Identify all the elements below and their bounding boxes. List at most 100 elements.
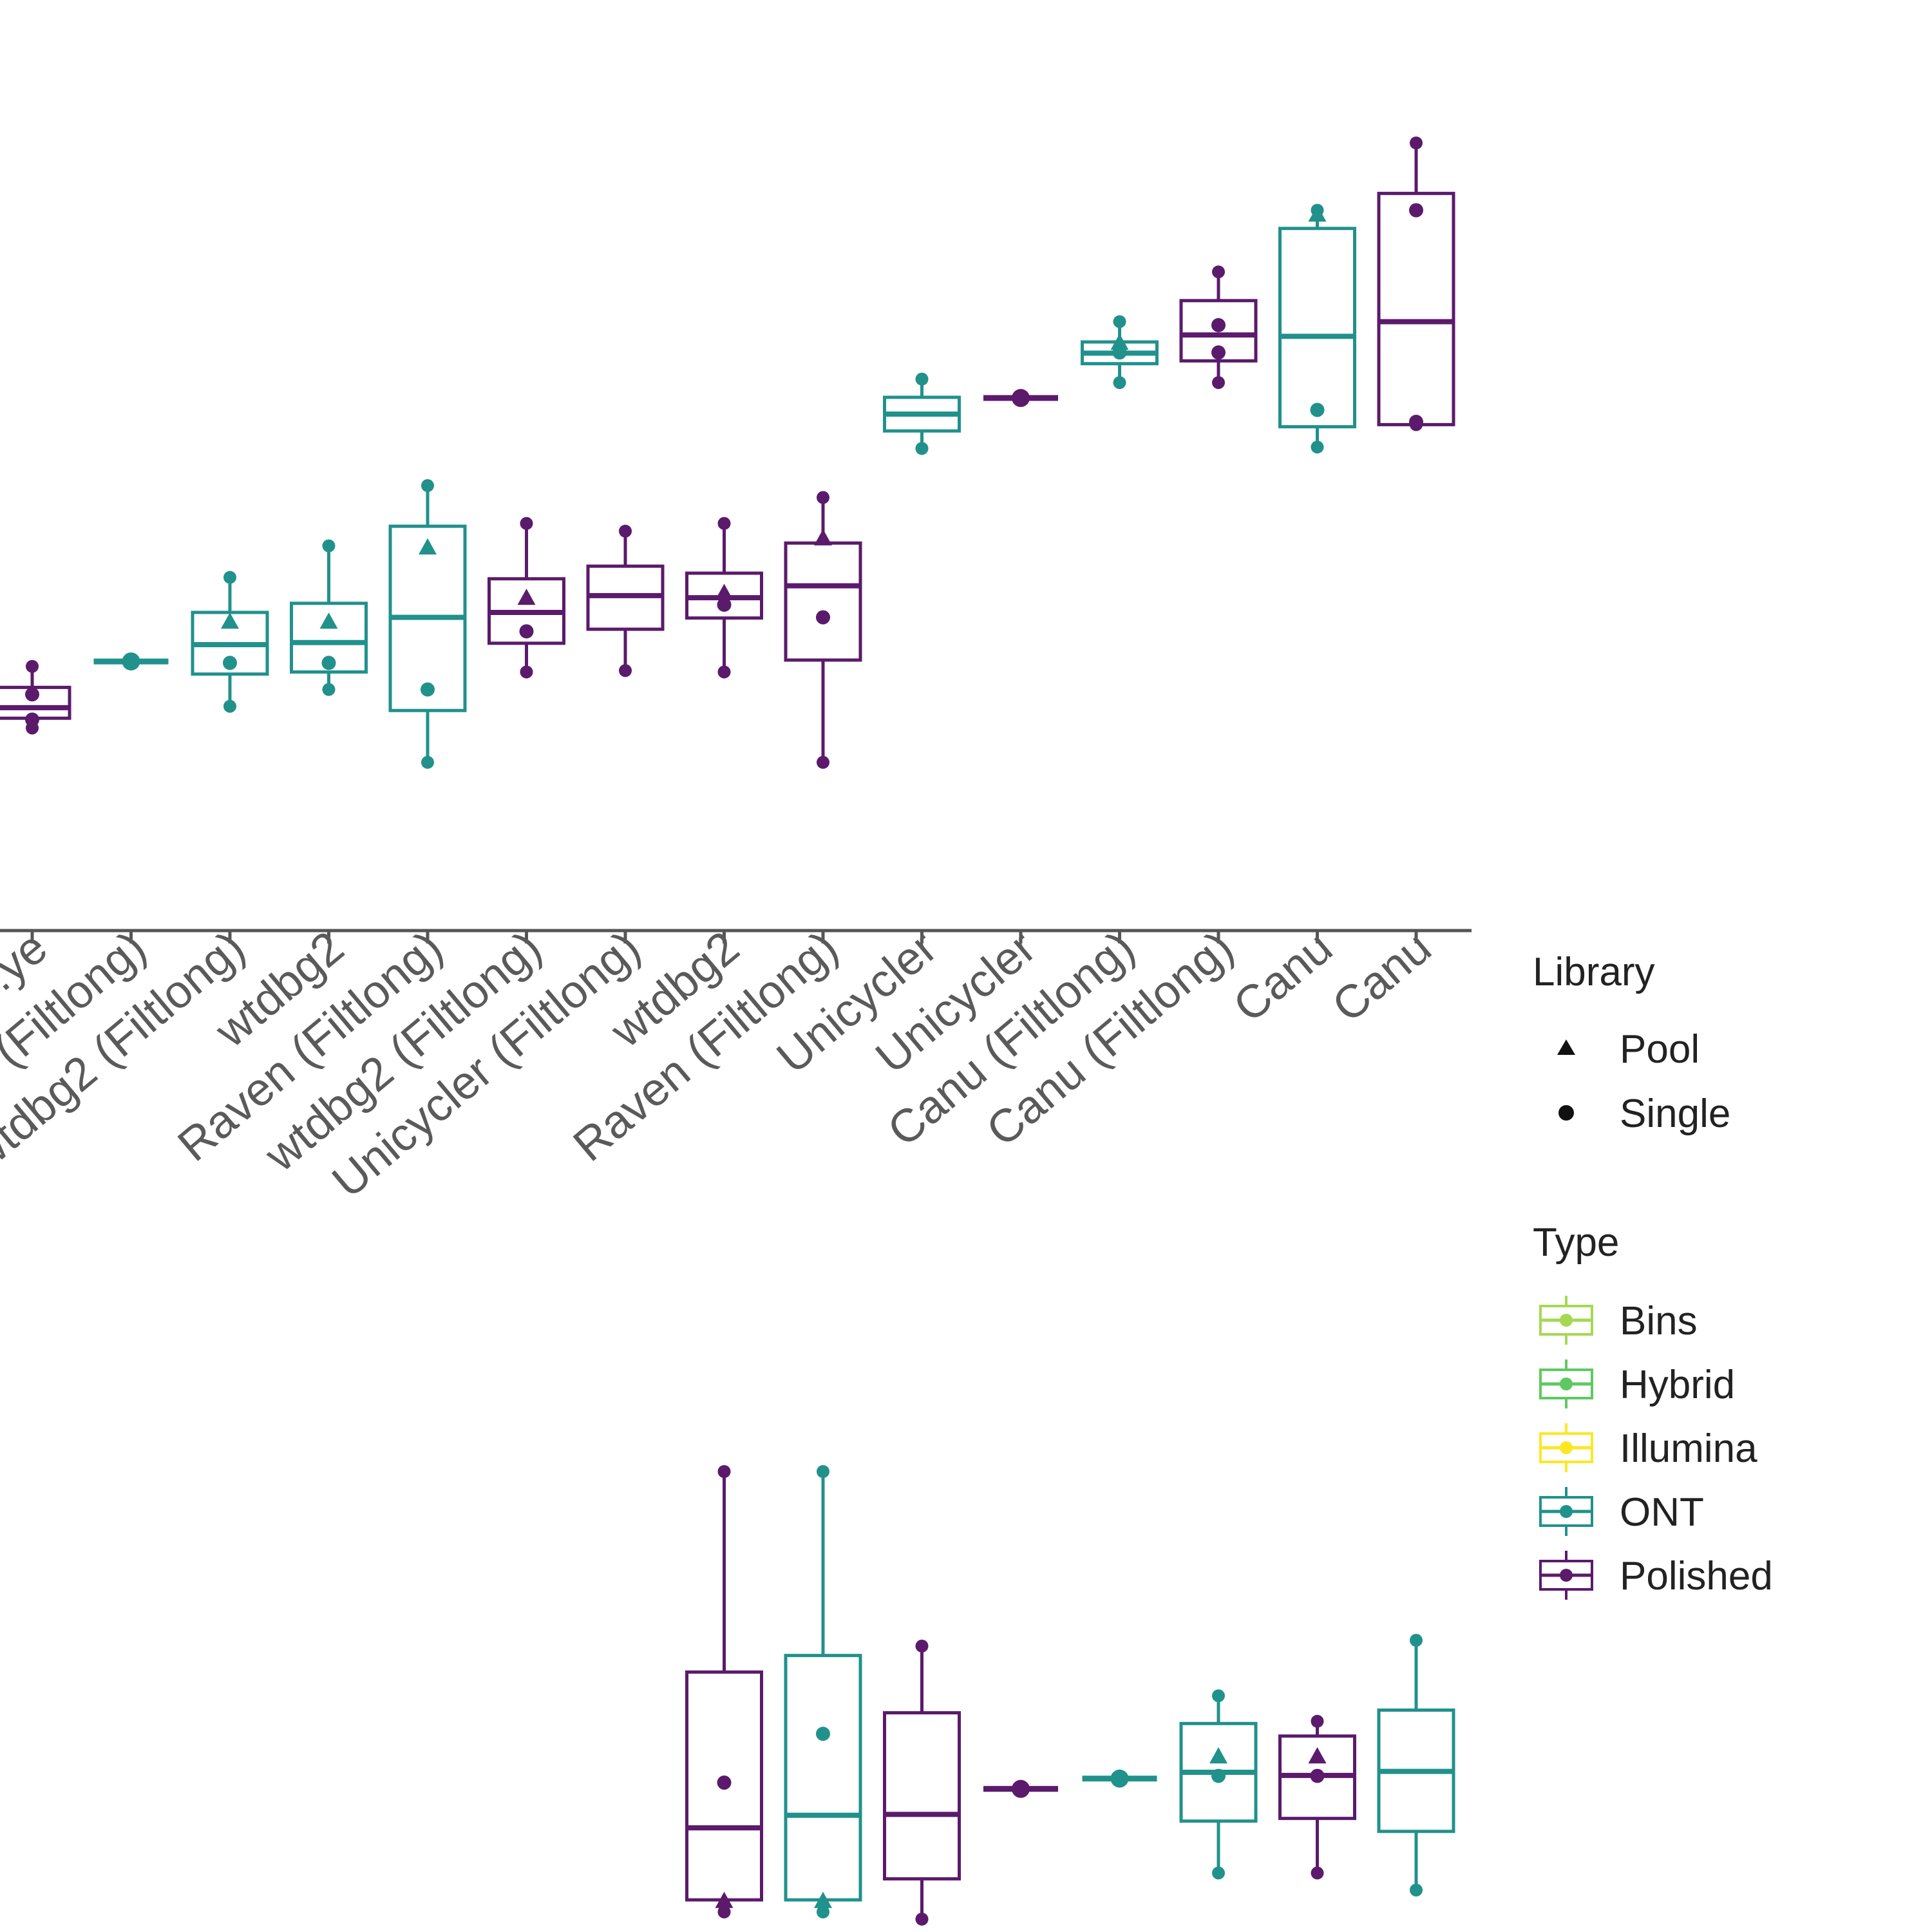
single-point bbox=[717, 1776, 732, 1790]
bottom-box-8 bbox=[784, 1465, 862, 1918]
whisker-min-point bbox=[322, 683, 336, 696]
whisker-max-point bbox=[1212, 265, 1225, 279]
whisker-max-point bbox=[817, 491, 829, 504]
legend-type-item-hybrid: Hybrid bbox=[1539, 1359, 1735, 1408]
single-point bbox=[1012, 1779, 1030, 1798]
pool-point bbox=[517, 589, 536, 605]
legend-point bbox=[1560, 1378, 1573, 1390]
top-box-13 bbox=[1278, 204, 1356, 454]
bottom-box-14 bbox=[1377, 1634, 1455, 1897]
whisker-max-point bbox=[1212, 1689, 1225, 1703]
top-box-10 bbox=[983, 389, 1058, 408]
single-point bbox=[1409, 203, 1423, 218]
whisker-min-point bbox=[421, 755, 434, 769]
single-point bbox=[717, 597, 732, 612]
whisker-min-point bbox=[1410, 1883, 1423, 1897]
whisker-min-point bbox=[817, 755, 829, 769]
box-iqr bbox=[784, 541, 862, 662]
single-point bbox=[321, 656, 336, 670]
whisker-min-point bbox=[223, 699, 236, 713]
single-point bbox=[1110, 1769, 1129, 1788]
legend-boxplot-icon bbox=[1539, 1296, 1593, 1345]
whisker-max-point bbox=[1410, 137, 1423, 149]
legend-boxplot-icon bbox=[1539, 1551, 1593, 1600]
whisker-min-point bbox=[1311, 440, 1324, 454]
whisker-min-point bbox=[1113, 376, 1126, 390]
legend-type-item-polished: Polished bbox=[1539, 1551, 1773, 1600]
top-box-7 bbox=[685, 516, 763, 679]
single-point bbox=[25, 712, 39, 727]
whisker-max-point bbox=[717, 516, 731, 530]
single-point bbox=[1211, 1768, 1226, 1783]
pool-point bbox=[1209, 1747, 1227, 1764]
legend-type-label: Polished bbox=[1620, 1554, 1773, 1598]
x-axis-labels: ...ye...r (Filtlong)wtdbg2 (Filtlong)wtd… bbox=[0, 922, 1441, 1208]
bottom-box-7 bbox=[685, 1465, 763, 1918]
single-point bbox=[421, 682, 435, 697]
whisker-max-point bbox=[421, 479, 434, 493]
legend-type-item-bins: Bins bbox=[1539, 1296, 1698, 1345]
whisker-max-point bbox=[915, 1640, 929, 1653]
bottom-panel bbox=[685, 1465, 1455, 1926]
pool-point bbox=[814, 1891, 832, 1908]
single-point bbox=[1211, 317, 1226, 332]
legend-dot-icon bbox=[1558, 1105, 1574, 1121]
pool-point bbox=[221, 612, 239, 629]
x-axis-ticks bbox=[30, 931, 1418, 943]
legend-point bbox=[1560, 1314, 1573, 1327]
whisker-max-point bbox=[1410, 1634, 1423, 1647]
legend-type-title: Type bbox=[1533, 1220, 1619, 1265]
legend-library-title: Library bbox=[1533, 950, 1655, 994]
bottom-box-12 bbox=[1179, 1689, 1258, 1880]
legend-library-items: Pool Single bbox=[1557, 1027, 1730, 1136]
whisker-min-point bbox=[817, 1905, 829, 1918]
box-iqr bbox=[290, 601, 368, 674]
whisker-min-point bbox=[717, 1905, 731, 1918]
x-tick-label-13: Canu bbox=[1224, 922, 1342, 1032]
top-box-4 bbox=[388, 479, 467, 769]
whisker-max-point bbox=[223, 571, 236, 584]
pool-point bbox=[319, 612, 338, 629]
top-box-5 bbox=[488, 516, 565, 679]
top-box-0 bbox=[0, 659, 71, 735]
pool-point bbox=[715, 1891, 734, 1908]
pool-point bbox=[1308, 1747, 1327, 1764]
single-point bbox=[816, 1727, 830, 1741]
x-tick-label-14: Canu bbox=[1323, 922, 1441, 1032]
legend-type-item-ont: ONT bbox=[1539, 1487, 1704, 1536]
legend-boxplot-icon bbox=[1539, 1487, 1593, 1536]
legend-boxplot-icon bbox=[1539, 1423, 1593, 1472]
single-point bbox=[25, 687, 39, 702]
legend-type-item-illumina: Illumina bbox=[1539, 1423, 1757, 1472]
legend: Library Pool Single Type Bins Hybrid Illumi… bbox=[1533, 950, 1773, 1600]
pool-point bbox=[814, 529, 832, 545]
legend-type-label: Bins bbox=[1620, 1299, 1698, 1343]
box-iqr bbox=[1278, 227, 1356, 429]
whisker-min-point bbox=[717, 665, 731, 679]
single-point bbox=[1310, 402, 1325, 417]
bottom-box-10 bbox=[983, 1779, 1058, 1798]
top-box-2 bbox=[191, 571, 269, 713]
single-point bbox=[816, 610, 830, 625]
legend-triangle-icon bbox=[1557, 1039, 1575, 1055]
whisker-max-point bbox=[817, 1465, 829, 1478]
top-box-12 bbox=[1179, 265, 1258, 390]
top-box-14 bbox=[1377, 137, 1455, 431]
single-point bbox=[122, 652, 140, 671]
legend-library-item-single: Single bbox=[1558, 1092, 1730, 1136]
top-box-11 bbox=[1081, 315, 1159, 390]
whisker-min-point bbox=[1212, 376, 1225, 390]
whisker-min-point bbox=[915, 442, 929, 455]
whisker-min-point bbox=[1212, 1866, 1225, 1880]
whisker-min-point bbox=[520, 665, 533, 679]
top-box-1 bbox=[93, 652, 169, 671]
box-iqr bbox=[883, 1711, 961, 1880]
pool-point bbox=[419, 538, 437, 554]
whisker-max-point bbox=[1311, 1714, 1324, 1728]
top-box-9 bbox=[883, 372, 961, 455]
whisker-min-point bbox=[619, 664, 632, 677]
legend-library-label: Pool bbox=[1620, 1027, 1700, 1072]
legend-point bbox=[1560, 1505, 1573, 1518]
bottom-box-11 bbox=[1082, 1769, 1157, 1788]
whisker-max-point bbox=[717, 1465, 731, 1478]
